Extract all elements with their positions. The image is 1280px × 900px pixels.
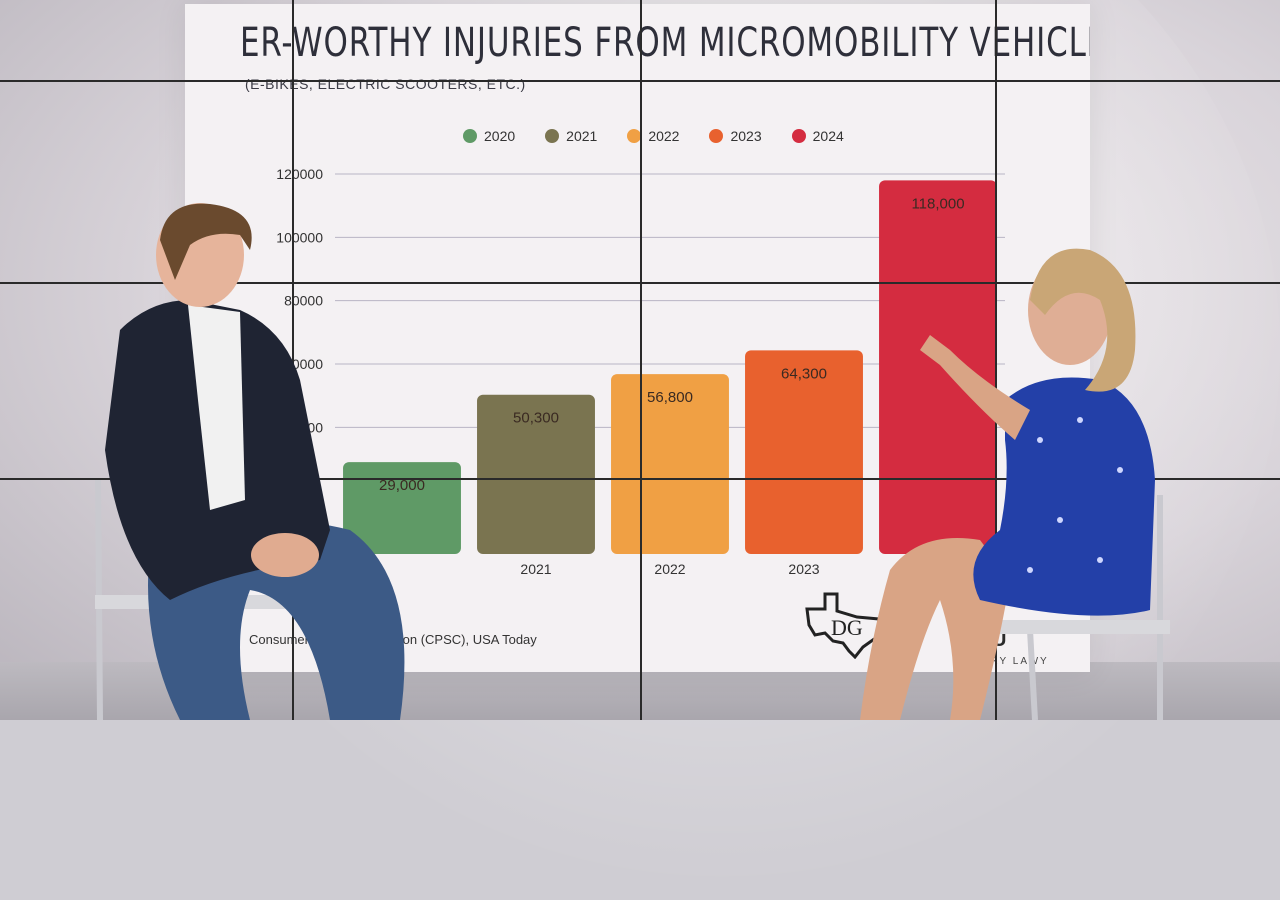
bar-2023 bbox=[745, 350, 863, 554]
legend-item: 2022 bbox=[627, 128, 679, 144]
legend-label: 2023 bbox=[730, 128, 762, 144]
legend-label: 2022 bbox=[648, 128, 680, 144]
texas-logo-icon: DG bbox=[805, 592, 881, 659]
legend-item: 2024 bbox=[791, 128, 844, 144]
woman-seated-figure bbox=[860, 248, 1170, 720]
y-tick-label: 120000 bbox=[276, 166, 323, 182]
x-tick-label: 2022 bbox=[654, 561, 685, 577]
bar-2024 bbox=[879, 180, 997, 555]
x-tick-label: 2021 bbox=[520, 561, 551, 577]
y-tick-label: 00 bbox=[307, 419, 323, 435]
wall-seam bbox=[292, 0, 294, 720]
legend-swatch bbox=[709, 129, 724, 143]
bar-2021 bbox=[477, 394, 595, 554]
wall-seam bbox=[995, 0, 997, 720]
bar-value-label: 29,000 bbox=[379, 477, 425, 494]
chair-right bbox=[990, 495, 1170, 720]
bar-value-label: 56,800 bbox=[647, 389, 693, 406]
legend-item: 2023 bbox=[709, 128, 762, 144]
y-tick-label: 100000 bbox=[276, 229, 323, 245]
legend-swatch bbox=[545, 129, 560, 143]
bar-2020 bbox=[343, 462, 461, 554]
legend-item: 2020 bbox=[463, 128, 515, 144]
legend-swatch bbox=[791, 129, 806, 143]
legend-swatch bbox=[627, 129, 642, 143]
x-tick-label: 2023 bbox=[788, 561, 819, 577]
legend-label: 2020 bbox=[484, 128, 516, 144]
bar-value-label: 50,300 bbox=[513, 410, 559, 427]
legend-swatch bbox=[463, 129, 477, 143]
legend-label: 2021 bbox=[566, 128, 598, 144]
bar-value-label: 64,300 bbox=[781, 365, 827, 382]
legend-label: 2024 bbox=[812, 128, 844, 144]
bar-value-label: 118,000 bbox=[911, 195, 964, 212]
legend-item: 2021 bbox=[545, 128, 597, 144]
y-tick-label: 0000 bbox=[292, 356, 323, 372]
chart-legend: 2020 2021 2022 2023 2024 bbox=[463, 128, 844, 144]
wall-seam bbox=[640, 0, 642, 720]
man-seated-figure bbox=[95, 203, 405, 720]
chart-title: ER-WORTHY INJURIES FROM MICROMOBILITY VE… bbox=[240, 20, 1090, 66]
brand-tagline: NJURY LAWY bbox=[965, 656, 1049, 667]
svg-text:DG: DG bbox=[831, 615, 863, 640]
